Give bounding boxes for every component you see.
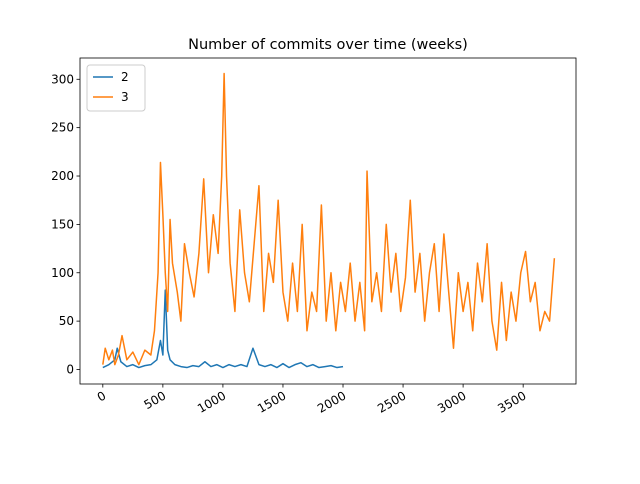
legend-box: [86, 64, 146, 112]
y-tick-label: 200: [51, 169, 74, 183]
legend-label: 2: [121, 70, 129, 84]
y-tick-label: 150: [51, 217, 74, 231]
chart-title: Number of commits over time (weeks): [188, 37, 468, 53]
data-line: [102, 289, 344, 369]
y-tick-label: 300: [51, 72, 74, 86]
plot-frame: [79, 57, 577, 385]
y-tick-label: 50: [59, 314, 74, 328]
data-line: [102, 72, 556, 366]
y-tick-label: 250: [51, 121, 74, 135]
y-tick-label: 100: [51, 266, 74, 280]
y-tick-label: 0: [66, 362, 74, 376]
legend-label: 3: [121, 90, 129, 104]
